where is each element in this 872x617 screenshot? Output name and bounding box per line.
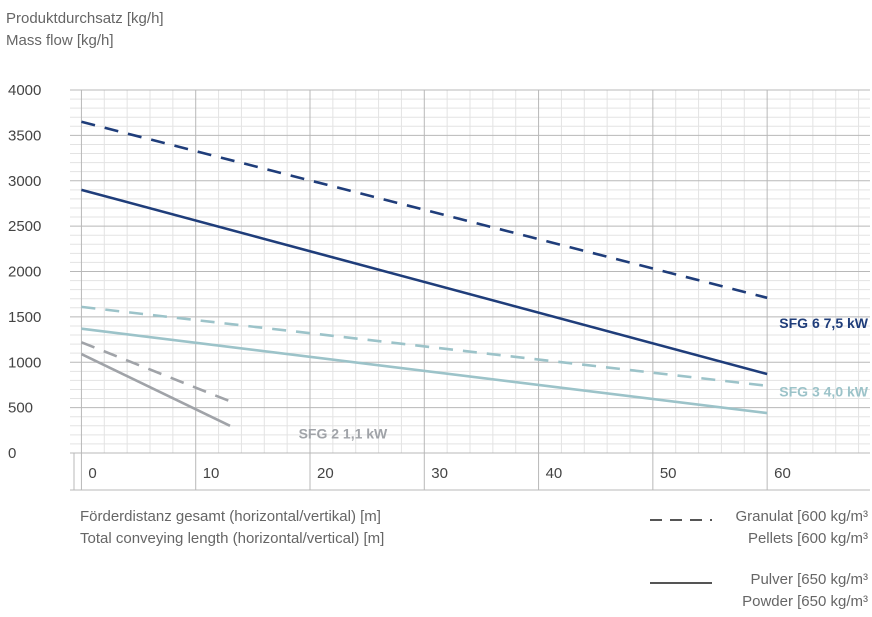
y-tick-label: 2500	[8, 218, 41, 235]
annotation-sfg3: SFG 3 4,0 kW	[779, 384, 868, 400]
legend-pulver-label: Pulver [650 kg/m³	[750, 571, 868, 588]
y-axis-label-en: Mass flow [kg/h]	[6, 32, 114, 49]
legend-granulat: Granulat [600 kg/m³ Pellets [600 kg/m³	[735, 506, 868, 550]
series-line-sfg3-solid	[81, 327, 768, 415]
x-axis-label-de: Förderdistanz gesamt (horizontal/vertika…	[80, 508, 381, 525]
series-line-sfg6-dashed	[81, 120, 768, 300]
y-tick-label: 4000	[8, 82, 41, 99]
y-axis-label-de: Produktdurchsatz [kg/h]	[6, 10, 164, 27]
series-line-sfg2-solid	[80, 352, 231, 427]
y-tick-label: 2000	[8, 264, 41, 281]
legend-powder-label: Powder [650 kg/m³	[742, 593, 868, 610]
y-tick-label: 0	[8, 445, 16, 462]
x-tick-label: 10	[203, 465, 220, 482]
x-tick-label: 30	[431, 465, 448, 482]
legend-pulver: Pulver [650 kg/m³ Powder [650 kg/m³	[742, 569, 868, 613]
series-line-sfg6-solid	[81, 188, 768, 376]
y-tick-label: 1000	[8, 354, 41, 371]
x-tick-label: 40	[546, 465, 563, 482]
y-tick-label: 1500	[8, 309, 41, 326]
y-tick-label: 3500	[8, 127, 41, 144]
y-axis-label: Produktdurchsatz [kg/h] Mass flow [kg/h]	[6, 8, 164, 52]
series-line-sfg2-dashed	[80, 341, 231, 403]
x-tick-label: 20	[317, 465, 334, 482]
x-tick-label: 0	[88, 465, 96, 482]
legend-granulat-label: Granulat [600 kg/m³	[735, 508, 868, 525]
x-tick-label: 60	[774, 465, 791, 482]
x-axis-label: Förderdistanz gesamt (horizontal/vertika…	[80, 506, 384, 550]
series-line-sfg3-dashed	[81, 305, 768, 388]
x-axis-label-en: Total conveying length (horizontal/verti…	[80, 530, 385, 547]
legend-pellets-label: Pellets [600 kg/m³	[747, 530, 868, 547]
y-tick-label: 3000	[8, 173, 41, 190]
y-tick-label: 500	[8, 400, 33, 417]
annotation-sfg2: SFG 2 1,1 kW	[299, 425, 388, 441]
x-tick-label: 50	[660, 465, 677, 482]
annotation-sfg6: SFG 6 7,5 kW	[779, 315, 868, 331]
